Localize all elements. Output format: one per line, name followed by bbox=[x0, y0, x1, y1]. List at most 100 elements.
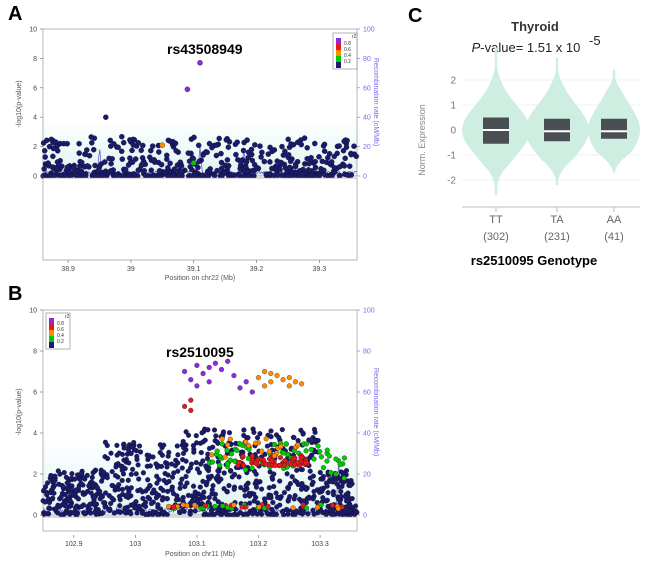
snp-point bbox=[170, 172, 176, 179]
snp-point bbox=[277, 462, 283, 469]
snp-point bbox=[320, 495, 326, 501]
snp-point bbox=[74, 512, 80, 518]
snp-point bbox=[177, 485, 183, 491]
snp-point bbox=[333, 471, 339, 477]
snp-point bbox=[133, 499, 139, 505]
snp-point bbox=[251, 161, 258, 168]
snp-point bbox=[289, 474, 295, 480]
snp-point bbox=[292, 493, 298, 499]
snp-point bbox=[333, 476, 339, 482]
snp-point bbox=[180, 438, 186, 445]
legend-swatch bbox=[49, 330, 54, 336]
snp-point bbox=[206, 364, 212, 370]
snp-point bbox=[247, 500, 253, 506]
snp-point bbox=[280, 377, 286, 383]
snp-point bbox=[321, 167, 327, 174]
snp-point bbox=[194, 362, 200, 368]
snp-point bbox=[300, 431, 306, 437]
snp-point bbox=[258, 154, 264, 160]
snp-point bbox=[281, 490, 287, 496]
snp-point bbox=[181, 445, 187, 451]
snp-point bbox=[218, 476, 224, 482]
panel-letter-a: A bbox=[8, 3, 22, 25]
snp-point bbox=[271, 471, 277, 477]
snp-point bbox=[277, 502, 283, 508]
snp-point bbox=[311, 456, 317, 462]
snp-point bbox=[60, 484, 66, 490]
snp-point bbox=[187, 511, 193, 517]
snp-point bbox=[267, 159, 273, 165]
snp-point bbox=[224, 489, 230, 495]
x-axis-label-a: Position on chr22 (Mb) bbox=[165, 275, 235, 282]
snp-point bbox=[88, 510, 94, 516]
snp-point bbox=[268, 428, 274, 434]
snp-point bbox=[103, 490, 109, 496]
snp-point bbox=[265, 151, 272, 157]
snp-point bbox=[106, 507, 112, 513]
snp-point bbox=[241, 432, 247, 438]
snp-point bbox=[205, 427, 211, 433]
snp-point bbox=[62, 492, 68, 498]
snp-point bbox=[250, 511, 256, 517]
y-tick-label: 0 bbox=[33, 174, 37, 181]
snp-point bbox=[136, 476, 142, 482]
snp-point bbox=[272, 462, 278, 469]
snp-point bbox=[212, 496, 218, 502]
snp-point bbox=[253, 471, 259, 477]
snp-point bbox=[324, 447, 330, 453]
snp-point bbox=[145, 477, 151, 483]
snp-point bbox=[214, 167, 220, 174]
snp-point bbox=[197, 60, 203, 66]
snp-point bbox=[190, 443, 196, 449]
snp-point bbox=[131, 439, 137, 446]
snp-point bbox=[303, 448, 309, 454]
snp-point bbox=[185, 468, 191, 474]
snp-point bbox=[269, 148, 275, 155]
snp-point bbox=[307, 468, 313, 474]
snp-point bbox=[75, 496, 81, 502]
snp-point bbox=[128, 450, 134, 457]
snp-point bbox=[119, 156, 126, 162]
snp-point bbox=[318, 454, 325, 460]
snp-point bbox=[218, 165, 225, 172]
x-tick-label: 39 bbox=[127, 266, 135, 273]
snp-point bbox=[171, 470, 177, 476]
snp-point bbox=[224, 447, 230, 453]
snp-point bbox=[228, 468, 234, 474]
snp-point bbox=[196, 158, 202, 165]
snp-point bbox=[195, 142, 202, 149]
violin-title: Thyroid bbox=[511, 19, 559, 34]
snp-point bbox=[140, 142, 146, 149]
snp-point bbox=[211, 427, 218, 433]
snp-point bbox=[51, 482, 58, 489]
snp-point bbox=[294, 479, 300, 485]
snp-point bbox=[275, 494, 281, 501]
snp-point bbox=[226, 430, 233, 436]
snp-point bbox=[251, 498, 257, 504]
snp-point bbox=[209, 452, 215, 458]
violin-y-tick-label: 0 bbox=[450, 126, 456, 137]
snp-point bbox=[206, 445, 213, 451]
y-tick-label: 0 bbox=[33, 513, 37, 520]
snp-point bbox=[306, 160, 312, 167]
snp-point bbox=[286, 383, 292, 389]
snp-point bbox=[189, 493, 195, 499]
snp-point bbox=[324, 497, 330, 503]
snp-point bbox=[105, 455, 111, 462]
legend-label: 0.2 bbox=[344, 59, 351, 65]
snp-point bbox=[285, 484, 292, 490]
snp-point bbox=[311, 426, 318, 432]
snp-point bbox=[176, 172, 182, 179]
snp-point bbox=[269, 458, 275, 464]
snp-point bbox=[245, 435, 251, 441]
snp-point bbox=[140, 495, 146, 502]
snp-point bbox=[169, 461, 175, 467]
snp-point bbox=[317, 449, 323, 455]
snp-point bbox=[303, 441, 310, 447]
snp-point bbox=[279, 427, 285, 433]
violin-x-axis-label: rs2510095 Genotype bbox=[471, 253, 597, 268]
snp-point bbox=[236, 440, 243, 447]
snp-point bbox=[268, 379, 274, 385]
snp-point bbox=[300, 502, 306, 508]
snp-point bbox=[78, 480, 84, 486]
